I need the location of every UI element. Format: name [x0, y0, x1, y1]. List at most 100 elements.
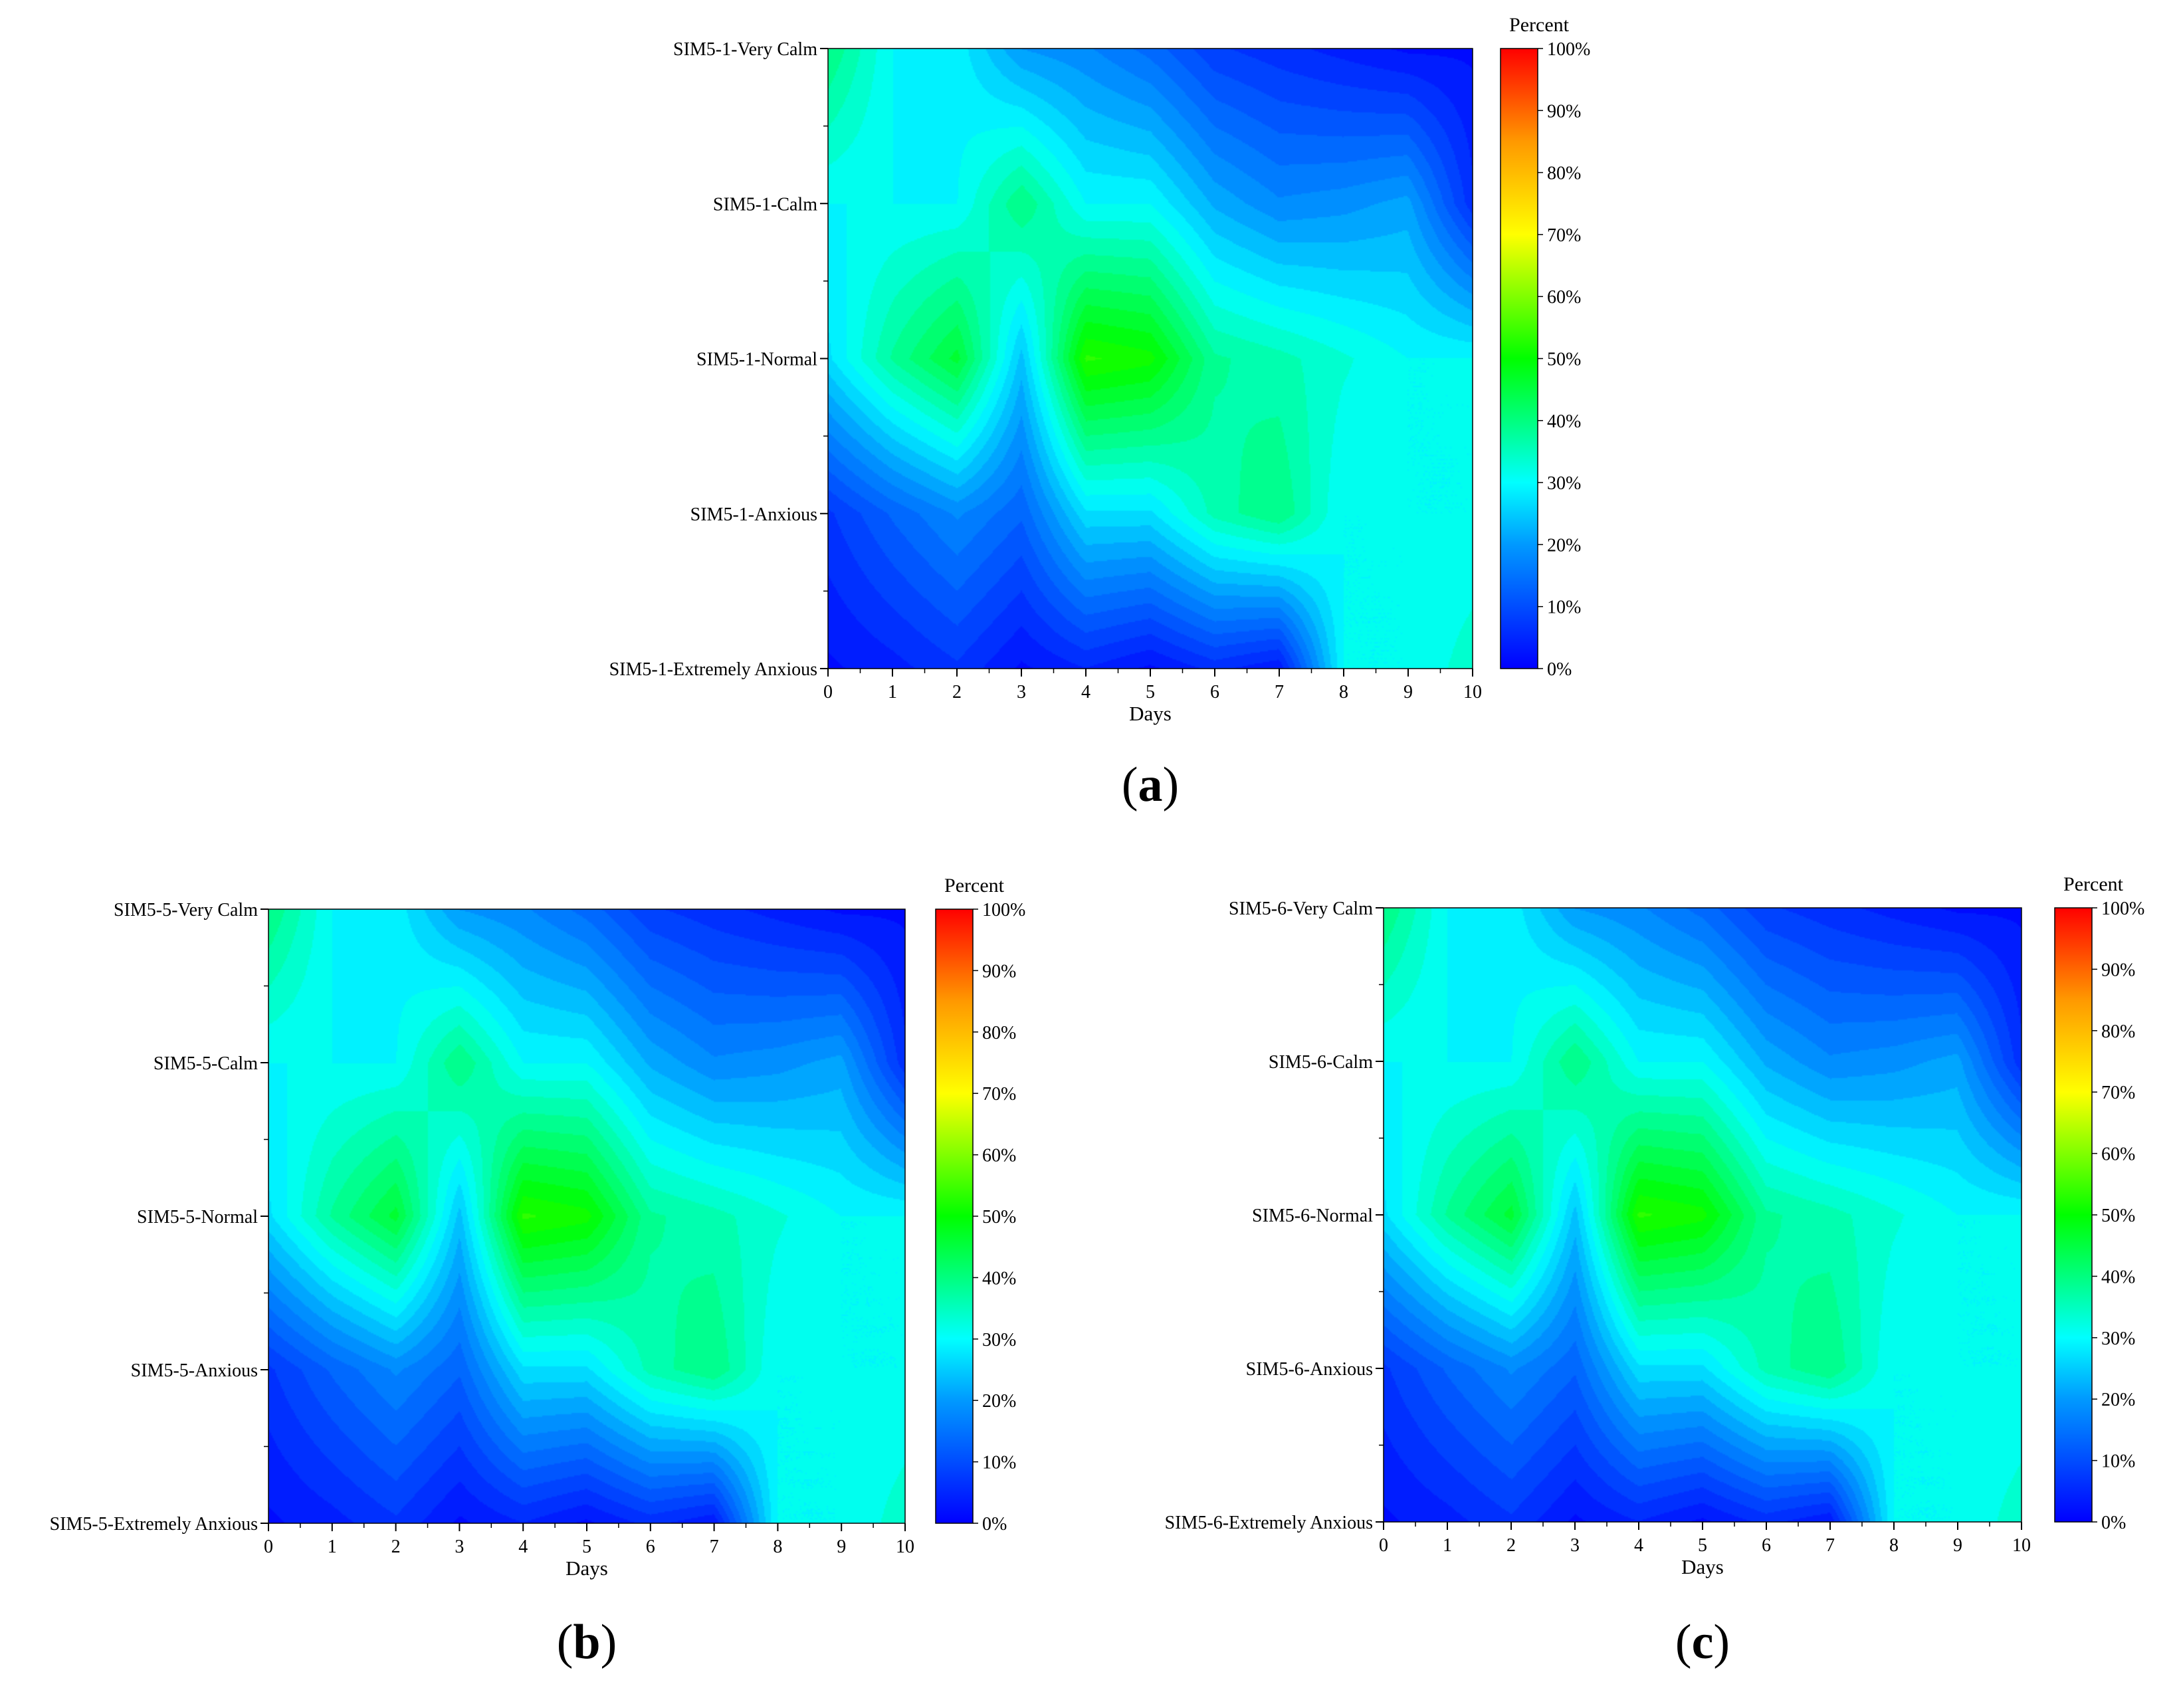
colorbar-tick-label: 100%: [1547, 39, 1590, 60]
colorbar-title: Percent: [2063, 873, 2124, 895]
x-axis-title: Days: [1129, 702, 1172, 725]
colorbar-title: Percent: [944, 875, 1005, 897]
x-tick-label: 0: [823, 682, 833, 702]
colorbar-tick-label: 0%: [2101, 1513, 2126, 1533]
colorbar-tick-label: 60%: [2101, 1144, 2135, 1165]
chart-panel-1: SIM5-1-Extremely Anxious SIM5-1-Anxious SI…: [609, 14, 1591, 812]
colorbar-tick-label: 20%: [2101, 1390, 2135, 1410]
x-tick-label: 5: [1698, 1535, 1707, 1556]
x-tick-label: 7: [1825, 1535, 1835, 1556]
x-tick-label: 9: [1953, 1535, 1962, 1556]
colorbar-tick-label: 70%: [982, 1084, 1016, 1105]
colorbar-tick-label: 0%: [982, 1514, 1007, 1535]
x-tick-label: 10: [896, 1537, 914, 1557]
heatmap-field: [1384, 908, 2022, 1522]
colorbar-tick-label: 90%: [982, 961, 1016, 982]
panel-label: (a): [1122, 758, 1179, 812]
colorbar-tick-label: 50%: [1547, 350, 1581, 370]
x-axis-title: Days: [1681, 1555, 1724, 1578]
y-category-label: SIM5-6-Anxious: [1246, 1359, 1373, 1380]
x-tick-label: 6: [646, 1537, 655, 1557]
x-tick-label: 6: [1210, 682, 1219, 702]
y-category-label: SIM5-6-Very Calm: [1229, 899, 1373, 919]
heatmap-field: [268, 909, 905, 1523]
x-tick-label: 3: [1570, 1535, 1580, 1556]
x-tick-label: 7: [710, 1537, 719, 1557]
y-category-label: SIM5-5-Normal: [137, 1207, 258, 1228]
x-tick-label: 9: [837, 1537, 846, 1557]
y-category-label: SIM5-6-Normal: [1252, 1206, 1373, 1226]
colorbar: [2054, 907, 2093, 1523]
colorbar: [1500, 48, 1538, 669]
x-tick-label: 2: [952, 682, 962, 702]
y-category-label: SIM5-6-Extremely Anxious: [1165, 1513, 1373, 1533]
colorbar-tick-label: 70%: [2101, 1083, 2135, 1103]
y-category-label: SIM5-5-Anxious: [131, 1360, 258, 1381]
colorbar-tick-label: 60%: [1547, 287, 1581, 308]
x-tick-label: 0: [1379, 1535, 1388, 1556]
colorbar-tick-label: 30%: [982, 1330, 1016, 1350]
colorbar-title: Percent: [1509, 14, 1570, 36]
x-tick-label: 1: [1443, 1535, 1452, 1556]
x-tick-label: 4: [1634, 1535, 1643, 1556]
x-tick-label: 10: [1463, 682, 1482, 702]
x-tick-label: 4: [518, 1537, 528, 1557]
x-tick-label: 8: [1889, 1535, 1899, 1556]
y-category-label: SIM5-1-Extremely Anxious: [609, 659, 817, 680]
x-tick-label: 1: [888, 682, 897, 702]
x-tick-label: 9: [1403, 682, 1413, 702]
x-tick-label: 6: [1762, 1535, 1771, 1556]
y-category-label: SIM5-5-Calm: [154, 1053, 258, 1074]
colorbar-tick-label: 40%: [2101, 1267, 2135, 1287]
x-tick-label: 10: [2012, 1535, 2031, 1556]
colorbar-tick-label: 20%: [982, 1391, 1016, 1412]
colorbar-tick-label: 80%: [2101, 1021, 2135, 1042]
x-tick-label: 5: [1146, 682, 1155, 702]
x-tick-label: 7: [1275, 682, 1284, 702]
x-tick-label: 0: [264, 1537, 273, 1557]
y-category-label: SIM5-5-Extremely Anxious: [50, 1514, 258, 1535]
panel-label: (c): [1675, 1615, 1730, 1669]
colorbar-tick-label: 80%: [982, 1023, 1016, 1043]
heatmap-field: [828, 49, 1473, 669]
colorbar-tick-label: 40%: [982, 1268, 1016, 1289]
y-category-label: SIM5-1-Normal: [696, 350, 817, 370]
x-tick-label: 3: [1017, 682, 1026, 702]
colorbar-tick-label: 100%: [2101, 899, 2144, 919]
x-tick-label: 4: [1081, 682, 1090, 702]
x-tick-label: 8: [773, 1537, 782, 1557]
colorbar-tick-label: 30%: [1547, 473, 1581, 494]
colorbar-tick-label: 20%: [1547, 535, 1581, 556]
y-category-label: SIM5-6-Calm: [1269, 1052, 1373, 1073]
x-tick-label: 1: [328, 1537, 337, 1557]
colorbar-tick-label: 50%: [982, 1207, 1016, 1228]
x-tick-label: 2: [1506, 1535, 1516, 1556]
y-category-label: SIM5-5-Very Calm: [114, 900, 258, 920]
colorbar-tick-label: 80%: [1547, 163, 1581, 184]
colorbar-tick-label: 40%: [1547, 411, 1581, 432]
colorbar: [935, 908, 974, 1524]
x-axis-title: Days: [566, 1556, 608, 1580]
chart-panel-3: SIM5-6-Extremely Anxious SIM5-6-Anxious SI…: [1165, 873, 2145, 1669]
x-tick-label: 8: [1339, 682, 1348, 702]
colorbar-tick-label: 90%: [2101, 960, 2135, 980]
y-category-label: SIM5-1-Calm: [713, 194, 817, 215]
colorbar-tick-label: 90%: [1547, 101, 1581, 122]
y-category-label: SIM5-1-Anxious: [690, 504, 817, 525]
colorbar-tick-label: 10%: [1547, 597, 1581, 618]
x-tick-label: 3: [455, 1537, 464, 1557]
panel-label: (b): [557, 1615, 617, 1669]
colorbar-tick-label: 30%: [2101, 1329, 2135, 1349]
colorbar-tick-label: 70%: [1547, 225, 1581, 246]
colorbar-tick-label: 50%: [2101, 1206, 2135, 1226]
colorbar-tick-label: 100%: [982, 900, 1025, 920]
colorbar-tick-label: 60%: [982, 1146, 1016, 1166]
colorbar-tick-label: 10%: [982, 1453, 1016, 1473]
colorbar-tick-label: 10%: [2101, 1451, 2135, 1472]
colorbar-tick-label: 0%: [1547, 659, 1572, 680]
y-category-label: SIM5-1-Very Calm: [673, 39, 817, 60]
chart-panel-2: SIM5-5-Extremely Anxious SIM5-5-Anxious SI…: [50, 875, 1026, 1669]
x-tick-label: 5: [582, 1537, 591, 1557]
x-tick-label: 2: [391, 1537, 401, 1557]
